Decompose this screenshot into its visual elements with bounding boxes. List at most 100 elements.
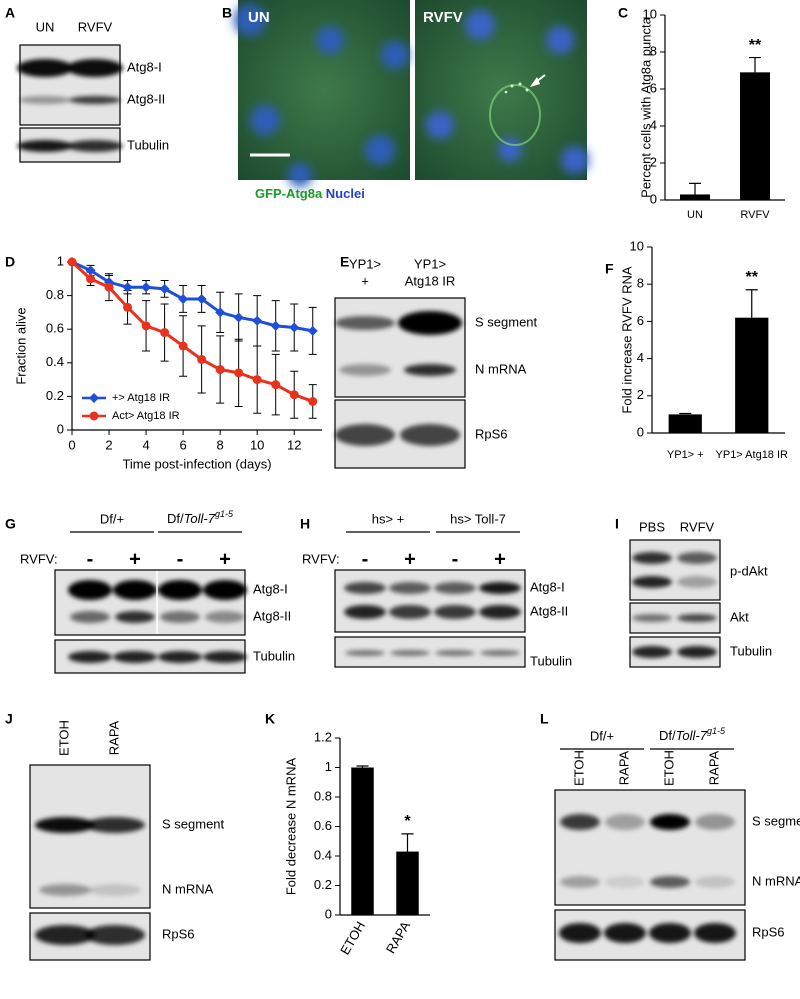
blot-bands xyxy=(560,814,735,888)
x-tick-label: YP1> Atg18 IR xyxy=(716,449,789,461)
y-tick-label: 0 xyxy=(325,906,332,921)
micrograph-un xyxy=(234,0,410,187)
bar xyxy=(735,317,769,433)
y-axis-label: Fold decrease N mRNA xyxy=(283,758,298,896)
y-tick-label: 0.2 xyxy=(314,877,332,892)
y-tick-label: 6 xyxy=(650,80,657,95)
band xyxy=(559,923,601,943)
point xyxy=(289,322,300,333)
x-tick-label: UN xyxy=(687,209,703,221)
blot-bands xyxy=(335,424,460,446)
legend-label: Act> Atg18 IR xyxy=(112,410,180,422)
micrograph-rvfv xyxy=(415,0,589,180)
band xyxy=(677,552,717,564)
row-label: Tubulin xyxy=(253,648,295,663)
band xyxy=(158,580,202,600)
point xyxy=(67,257,77,267)
blot-bands xyxy=(632,646,717,658)
error-bar xyxy=(749,56,761,73)
band xyxy=(344,582,386,594)
x-tick-label: ETOH xyxy=(337,919,368,958)
gene: Toll-7 xyxy=(184,511,216,526)
group-label: Df/+ xyxy=(590,728,614,743)
point xyxy=(141,321,151,331)
treatment-label: RVFV: xyxy=(302,551,340,566)
point xyxy=(86,274,96,284)
band xyxy=(649,923,691,943)
band xyxy=(434,582,476,594)
allele: g1-5 xyxy=(707,726,726,736)
blot-bands xyxy=(344,582,521,619)
error-bar xyxy=(401,833,414,852)
point xyxy=(270,320,281,331)
band xyxy=(85,925,145,945)
x-tick-label: 12 xyxy=(287,437,301,452)
blot-bands xyxy=(68,651,247,663)
column-label: RAPA xyxy=(106,720,121,755)
y-tick-label: 0 xyxy=(57,421,64,436)
row-label: Tubulin xyxy=(530,653,572,668)
band xyxy=(604,923,646,943)
blot-bands xyxy=(17,59,123,104)
x-tick-label: RVFV xyxy=(740,209,770,221)
column-label: ETOH xyxy=(661,750,676,786)
point xyxy=(215,307,226,318)
point xyxy=(178,341,188,351)
panel-letter: E xyxy=(340,254,349,270)
panel-letter: H xyxy=(300,516,310,532)
band xyxy=(113,580,157,600)
row-label: S segment xyxy=(475,314,538,329)
point xyxy=(289,390,299,400)
point xyxy=(122,282,133,293)
band xyxy=(389,605,431,619)
band xyxy=(335,316,395,330)
point xyxy=(197,354,207,364)
band xyxy=(694,923,736,943)
y-tick-label: 10 xyxy=(643,6,657,21)
bar xyxy=(351,767,374,915)
error-bar xyxy=(356,765,369,768)
point xyxy=(85,265,96,276)
y-tick-label: 0 xyxy=(637,424,644,439)
band xyxy=(560,814,600,830)
point xyxy=(196,293,207,304)
band xyxy=(390,650,430,656)
x-axis-label: Time post-infection (days) xyxy=(122,456,271,471)
band xyxy=(203,580,247,600)
band xyxy=(632,552,672,564)
x-tick-label: YP1> + xyxy=(667,449,704,461)
band xyxy=(650,814,690,830)
y-tick-label: 0.2 xyxy=(46,388,64,403)
band xyxy=(68,651,112,663)
x-tick-label: 0 xyxy=(68,437,75,452)
annotation: * xyxy=(404,813,411,830)
row-label: N mRNA xyxy=(752,873,800,888)
counterstain: Nuclei xyxy=(326,186,365,201)
y-tick-label: 0 xyxy=(650,191,657,206)
point xyxy=(252,315,263,326)
x-tick-label: 8 xyxy=(217,437,224,452)
band xyxy=(113,651,157,663)
y-tick-label: 1.2 xyxy=(314,729,332,744)
y-tick-label: 1 xyxy=(57,253,64,268)
row-label: S segment xyxy=(752,813,800,828)
stain-caption: GFP-Atg8a Nuclei xyxy=(255,186,365,201)
column-label: Atg18 IR xyxy=(405,273,456,288)
y-tick-label: 8 xyxy=(650,43,657,58)
y-tick-label: 0.6 xyxy=(46,321,64,336)
band xyxy=(17,59,73,77)
point xyxy=(308,396,318,406)
band xyxy=(632,576,672,588)
band xyxy=(677,646,717,658)
band xyxy=(605,876,645,888)
y-tick-label: 0.8 xyxy=(314,788,332,803)
column-label: + xyxy=(361,273,369,288)
band xyxy=(70,611,110,623)
treatment-sign: - xyxy=(87,548,94,570)
band xyxy=(389,582,431,594)
treatment-sign: - xyxy=(362,548,369,570)
group-label: Df/+ xyxy=(100,511,124,526)
group-label: Df/Toll-7g1-5 xyxy=(167,509,234,526)
blot-bands xyxy=(35,925,145,945)
